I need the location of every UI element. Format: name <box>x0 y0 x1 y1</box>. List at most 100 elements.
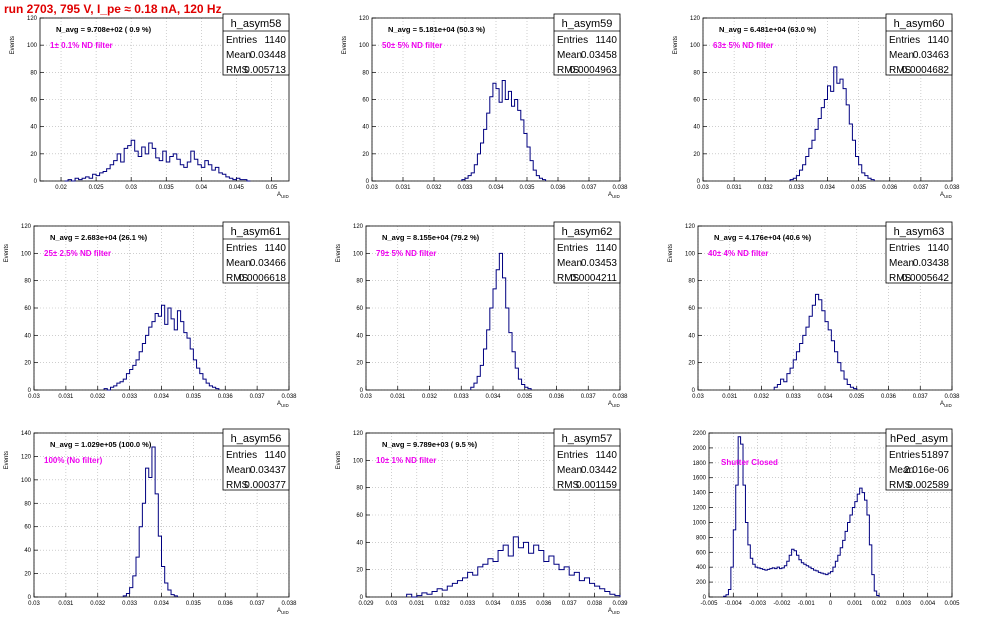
histogram-bin <box>499 102 502 181</box>
y-tick-label: 20 <box>30 152 37 158</box>
x-axis-label: AUID <box>940 401 953 408</box>
y-tick-label: 120 <box>690 16 701 22</box>
y-tick-label: 400 <box>696 565 707 571</box>
histogram-name: h_asym60 <box>894 18 945 30</box>
histogram-bin <box>123 379 126 390</box>
histogram-name: h_asym58 <box>231 18 282 30</box>
n-avg-label: N_avg = 5.181e+04 (50.3 %) <box>388 25 486 34</box>
filter-label: 63± 5% ND filter <box>713 41 773 50</box>
x-tick-label: 0.035 <box>851 185 867 191</box>
histogram-bin <box>490 97 493 181</box>
histogram-bin <box>840 548 842 597</box>
y-tick-label: 40 <box>356 540 363 546</box>
x-tick-label: 0 <box>829 601 833 607</box>
histogram-bin <box>799 170 802 181</box>
n-avg-label: N_avg = 1.029e+05 (100.0 %) <box>50 440 152 449</box>
histogram-bin <box>818 119 821 181</box>
histogram-bin <box>831 91 834 181</box>
histogram-bin <box>610 594 615 597</box>
histogram-bin <box>162 305 165 390</box>
y-tick-label: 40 <box>362 125 369 131</box>
histogram-bin <box>775 569 777 597</box>
histogram-bin <box>146 335 149 390</box>
histogram-bin <box>787 374 790 390</box>
histogram-bin <box>850 515 852 597</box>
histogram-bin <box>869 545 871 597</box>
histogram-series <box>461 79 547 181</box>
x-tick-label: 0.03 <box>28 394 40 400</box>
stats-label-mean: Mean <box>226 258 251 269</box>
histogram-bin <box>452 583 457 597</box>
x-axis-label: AUID <box>277 401 290 408</box>
histogram-bin <box>590 583 595 597</box>
x-tick-label: 0.03 <box>366 185 378 191</box>
x-tick-label: 0.03 <box>692 394 704 400</box>
histogram-bin <box>120 382 123 390</box>
histogram-bin <box>515 100 518 182</box>
x-tick-label: 0.025 <box>89 185 105 191</box>
y-tick-label: 20 <box>356 568 363 574</box>
x-tick-label: 0.034 <box>817 394 833 400</box>
x-axis-label: AUID <box>940 192 953 199</box>
y-tick-label: 0 <box>34 179 38 185</box>
y-tick-label: 0 <box>697 179 701 185</box>
y-tick-label: 100 <box>359 43 370 49</box>
histogram-name: hPed_asym <box>890 433 948 445</box>
histogram-bin <box>554 564 559 597</box>
x-tick-label: 0.036 <box>536 601 552 607</box>
stats-box <box>885 13 953 76</box>
histogram-series <box>470 252 532 390</box>
histogram-bin <box>79 180 83 181</box>
histogram-bin <box>508 556 513 597</box>
histogram-bin <box>854 389 857 390</box>
stats-label-mean: Mean <box>226 465 251 476</box>
y-tick-label: 40 <box>693 125 700 131</box>
histogram-bin <box>536 176 539 181</box>
histogram-bin <box>825 322 828 390</box>
histogram-bin <box>809 316 812 390</box>
histogram-bin <box>149 478 152 597</box>
x-tick-label: 0.045 <box>229 185 245 191</box>
y-tick-label: 120 <box>353 224 364 230</box>
y-tick-label: 20 <box>688 361 695 367</box>
histogram-bin <box>162 567 165 597</box>
x-tick-label: 0.05 <box>266 185 278 191</box>
x-tick-label: 0.032 <box>90 394 106 400</box>
histogram-bin <box>233 180 237 181</box>
y-tick-label: 2000 <box>693 446 707 452</box>
y-tick-label: 1000 <box>693 520 707 526</box>
histogram-bin <box>142 344 145 390</box>
histogram-bin <box>131 140 135 181</box>
histogram-bin <box>770 569 772 597</box>
y-tick-label: 140 <box>21 431 32 437</box>
stats-label-rms: RMS <box>889 480 912 491</box>
histogram-bin <box>529 553 534 597</box>
histogram-bin <box>569 575 574 597</box>
histogram-bin <box>728 590 730 597</box>
histogram-bin <box>838 555 840 597</box>
x-tick-label: 0.031 <box>409 601 425 607</box>
histogram-bin <box>481 143 484 181</box>
y-tick-label: 1800 <box>693 461 707 467</box>
histogram-bin <box>130 588 133 597</box>
histogram-series <box>406 536 621 598</box>
y-tick-label: 40 <box>24 548 31 554</box>
histogram-bin <box>867 515 869 597</box>
y-tick-label: 120 <box>685 224 696 230</box>
histogram-bin <box>142 503 145 597</box>
histogram-bin <box>512 352 515 390</box>
histogram-bin <box>117 154 121 181</box>
y-tick-label: 60 <box>30 98 37 104</box>
histogram-bin <box>522 385 525 390</box>
histogram-panel: 0.029 0.03 0.031 0.032 0.033 0.034 0.035 0.036 0… <box>336 428 628 615</box>
y-tick-label: 120 <box>359 16 370 22</box>
n-avg-label: N_avg = 6.481e+04 (63.0 %) <box>719 25 817 34</box>
n-avg-label: N_avg = 4.176e+04 (40.6 %) <box>714 233 812 242</box>
histogram-bin <box>149 327 152 390</box>
histogram-panel: 0.03 0.031 0.032 0.033 0.034 0.035 0.036 0.037 0… <box>4 221 297 408</box>
n-avg-label: N_avg = 8.155e+04 (79.2 %) <box>382 233 480 242</box>
x-tick-label: 0.02 <box>55 185 67 191</box>
histogram-bin <box>89 178 93 181</box>
histogram-bin <box>790 368 793 390</box>
